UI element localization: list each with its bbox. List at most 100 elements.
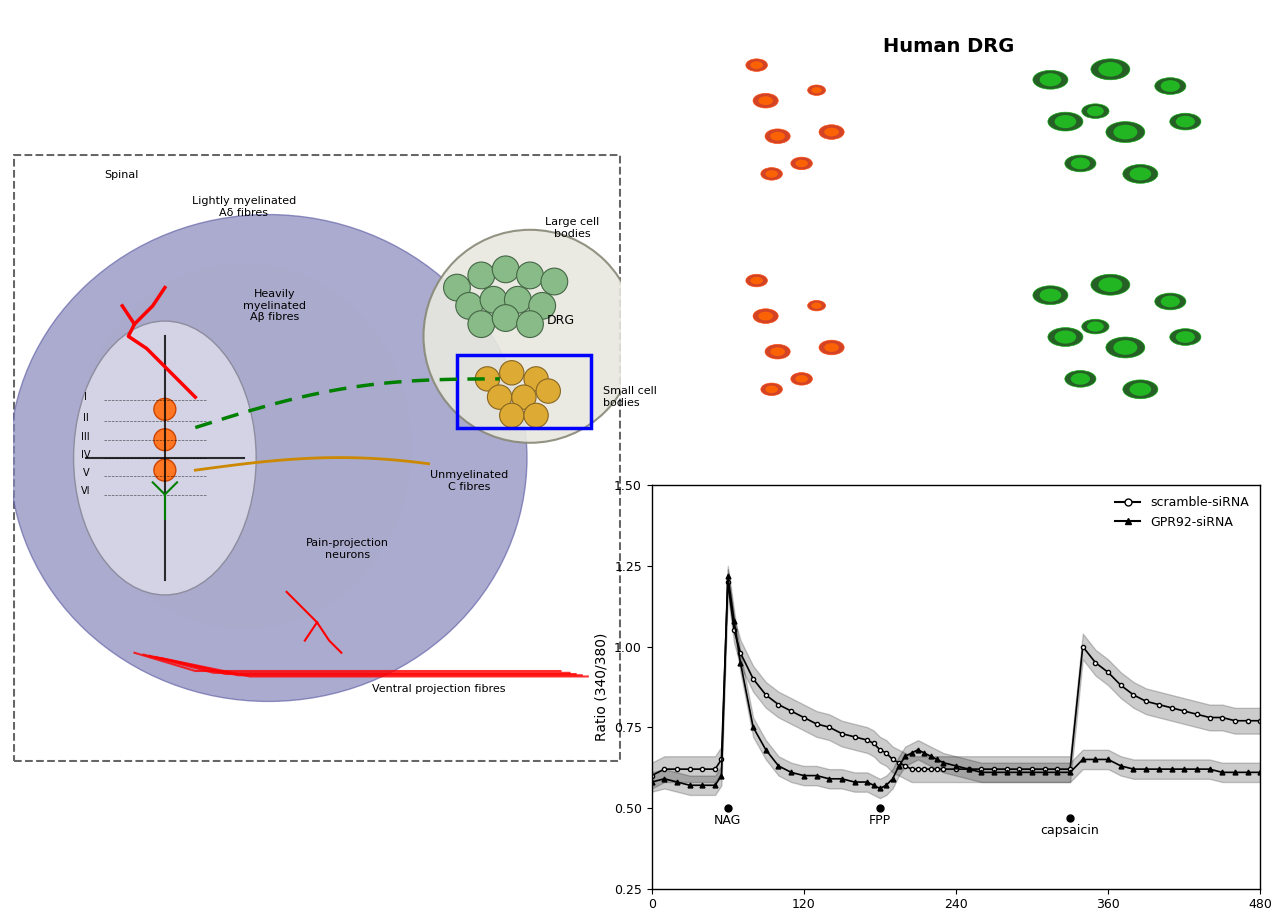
Text: FPP: FPP xyxy=(869,814,891,827)
Ellipse shape xyxy=(761,168,783,180)
Ellipse shape xyxy=(807,85,826,95)
Circle shape xyxy=(154,398,176,420)
Ellipse shape xyxy=(1176,332,1195,343)
Ellipse shape xyxy=(1123,165,1158,183)
Circle shape xyxy=(524,366,549,391)
Ellipse shape xyxy=(1087,106,1104,116)
Ellipse shape xyxy=(1032,286,1068,305)
scramble-siRNA xyxy=(721,576,736,587)
GPR92-siRNA xyxy=(644,777,659,788)
GPR92-siRNA xyxy=(872,783,887,794)
GPR92-siRNA xyxy=(904,747,919,758)
Text: III: III xyxy=(81,431,90,442)
Ellipse shape xyxy=(770,347,785,356)
Circle shape xyxy=(524,403,549,428)
Circle shape xyxy=(504,287,531,313)
Ellipse shape xyxy=(1091,59,1130,80)
Ellipse shape xyxy=(750,61,763,69)
Ellipse shape xyxy=(1129,168,1151,180)
Ellipse shape xyxy=(824,344,839,352)
Circle shape xyxy=(468,311,495,337)
Text: Ventral projection fibres: Ventral projection fibres xyxy=(372,684,505,694)
Ellipse shape xyxy=(1170,329,1200,345)
Ellipse shape xyxy=(10,214,527,702)
Ellipse shape xyxy=(754,93,778,108)
scramble-siRNA xyxy=(682,764,698,775)
Ellipse shape xyxy=(1114,340,1137,354)
Text: Lightly myelinated
Aδ fibres: Lightly myelinated Aδ fibres xyxy=(192,196,297,218)
Ellipse shape xyxy=(1170,114,1200,130)
Text: Small cell
bodies: Small cell bodies xyxy=(603,387,657,408)
Ellipse shape xyxy=(824,127,839,136)
Circle shape xyxy=(475,366,499,391)
scramble-siRNA xyxy=(897,760,913,771)
Text: VI: VI xyxy=(81,486,90,496)
Circle shape xyxy=(517,262,544,289)
Ellipse shape xyxy=(1040,73,1062,86)
Ellipse shape xyxy=(1114,125,1137,139)
GPR92-siRNA xyxy=(721,570,736,581)
Ellipse shape xyxy=(1099,62,1123,77)
Ellipse shape xyxy=(1054,115,1076,128)
Legend: scramble-siRNA, GPR92-siRNA: scramble-siRNA, GPR92-siRNA xyxy=(1110,491,1254,534)
Ellipse shape xyxy=(1176,115,1195,127)
scramble-siRNA xyxy=(644,770,659,781)
Ellipse shape xyxy=(761,383,783,396)
Ellipse shape xyxy=(765,344,791,359)
Line: GPR92-siRNA: GPR92-siRNA xyxy=(649,573,1263,791)
Ellipse shape xyxy=(1155,78,1186,94)
Ellipse shape xyxy=(1129,383,1151,396)
Text: I: I xyxy=(84,392,87,402)
Ellipse shape xyxy=(811,302,822,309)
Ellipse shape xyxy=(1161,296,1180,308)
Text: Pain-projection
neurons: Pain-projection neurons xyxy=(306,539,390,560)
Ellipse shape xyxy=(424,230,636,442)
Circle shape xyxy=(154,459,176,481)
scramble-siRNA xyxy=(1037,764,1053,775)
Ellipse shape xyxy=(1071,158,1090,169)
GPR92-siRNA xyxy=(1253,767,1268,778)
Ellipse shape xyxy=(1087,322,1104,332)
GPR92-siRNA xyxy=(821,773,836,784)
Ellipse shape xyxy=(1155,293,1186,310)
scramble-siRNA xyxy=(821,722,836,733)
Ellipse shape xyxy=(759,96,773,105)
Circle shape xyxy=(499,403,524,428)
Ellipse shape xyxy=(1099,278,1123,292)
Circle shape xyxy=(512,385,536,409)
Circle shape xyxy=(443,274,470,301)
Ellipse shape xyxy=(791,158,812,169)
Circle shape xyxy=(480,287,507,313)
Circle shape xyxy=(541,268,568,295)
Ellipse shape xyxy=(796,159,808,168)
Text: IV: IV xyxy=(81,450,90,460)
Text: NF200: NF200 xyxy=(973,40,1022,54)
Ellipse shape xyxy=(1071,373,1090,385)
Ellipse shape xyxy=(1064,155,1096,172)
Ellipse shape xyxy=(759,311,773,321)
Circle shape xyxy=(493,305,519,332)
Ellipse shape xyxy=(1040,289,1062,301)
Circle shape xyxy=(536,379,560,403)
Text: Human DRG: Human DRG xyxy=(882,37,1015,56)
Ellipse shape xyxy=(76,263,411,628)
Ellipse shape xyxy=(746,59,768,71)
Ellipse shape xyxy=(807,300,826,311)
Text: V: V xyxy=(83,468,89,478)
Text: Heavily
myelinated
Aβ fibres: Heavily myelinated Aβ fibres xyxy=(243,289,306,322)
Text: DRG: DRG xyxy=(546,314,574,327)
Ellipse shape xyxy=(765,170,778,178)
Ellipse shape xyxy=(1048,328,1083,346)
Text: NAG: NAG xyxy=(714,814,741,827)
Text: GPR92: GPR92 xyxy=(663,256,715,269)
Ellipse shape xyxy=(819,125,844,139)
Ellipse shape xyxy=(1048,112,1083,131)
Ellipse shape xyxy=(1054,331,1076,344)
Ellipse shape xyxy=(770,132,785,141)
scramble-siRNA xyxy=(1253,715,1268,726)
Ellipse shape xyxy=(1032,71,1068,89)
Ellipse shape xyxy=(1161,81,1180,92)
Text: TRPV1: TRPV1 xyxy=(973,256,1023,269)
Ellipse shape xyxy=(754,309,778,323)
GPR92-siRNA xyxy=(670,777,685,788)
